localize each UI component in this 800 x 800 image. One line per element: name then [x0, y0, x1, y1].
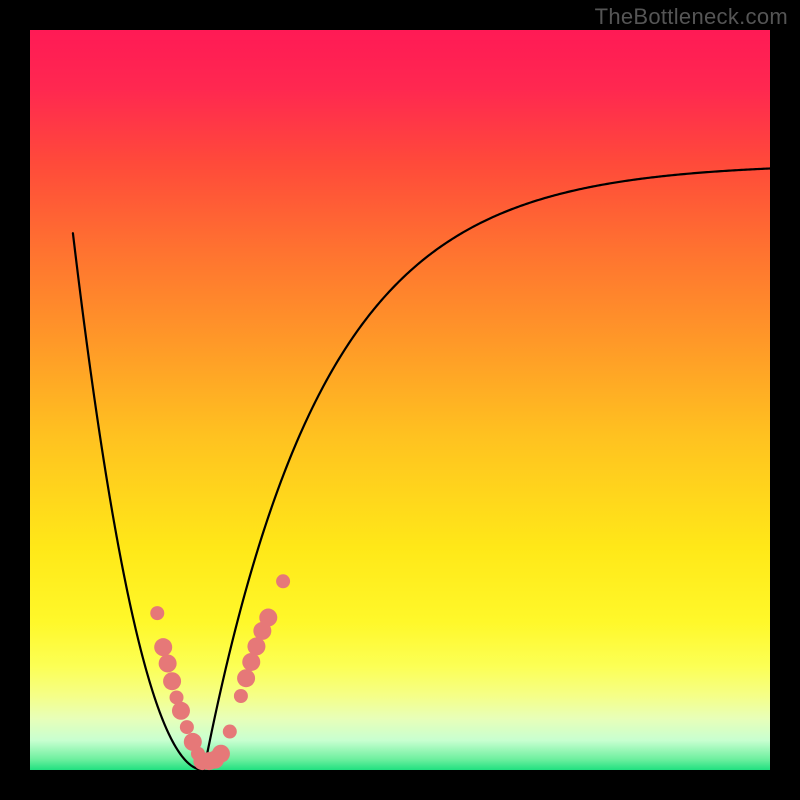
chart-container: TheBottleneck.com: [0, 0, 800, 800]
data-marker: [242, 653, 260, 671]
data-marker: [276, 574, 290, 588]
data-marker: [150, 606, 164, 620]
data-marker: [237, 669, 255, 687]
plot-svg: [30, 30, 770, 770]
data-marker: [223, 725, 237, 739]
data-marker: [154, 638, 172, 656]
watermark-text: TheBottleneck.com: [595, 4, 788, 30]
data-marker: [259, 609, 277, 627]
data-marker: [172, 702, 190, 720]
data-marker: [247, 637, 265, 655]
data-marker: [159, 654, 177, 672]
data-marker: [180, 720, 194, 734]
data-marker: [163, 672, 181, 690]
data-marker: [212, 745, 230, 763]
data-marker: [234, 689, 248, 703]
